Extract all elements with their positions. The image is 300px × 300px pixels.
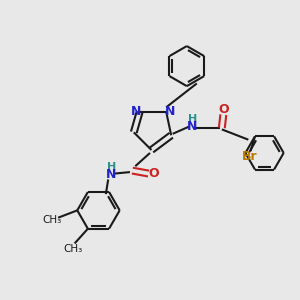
Text: Br: Br (242, 151, 257, 164)
Text: O: O (148, 167, 159, 180)
Text: N: N (164, 105, 175, 118)
Text: H: H (106, 162, 116, 172)
Text: N: N (106, 168, 116, 181)
Text: N: N (131, 105, 141, 118)
Text: N: N (187, 120, 198, 133)
Text: CH₃: CH₃ (63, 244, 82, 254)
Text: H: H (188, 114, 197, 124)
Text: CH₃: CH₃ (43, 215, 62, 225)
Text: O: O (218, 103, 229, 116)
